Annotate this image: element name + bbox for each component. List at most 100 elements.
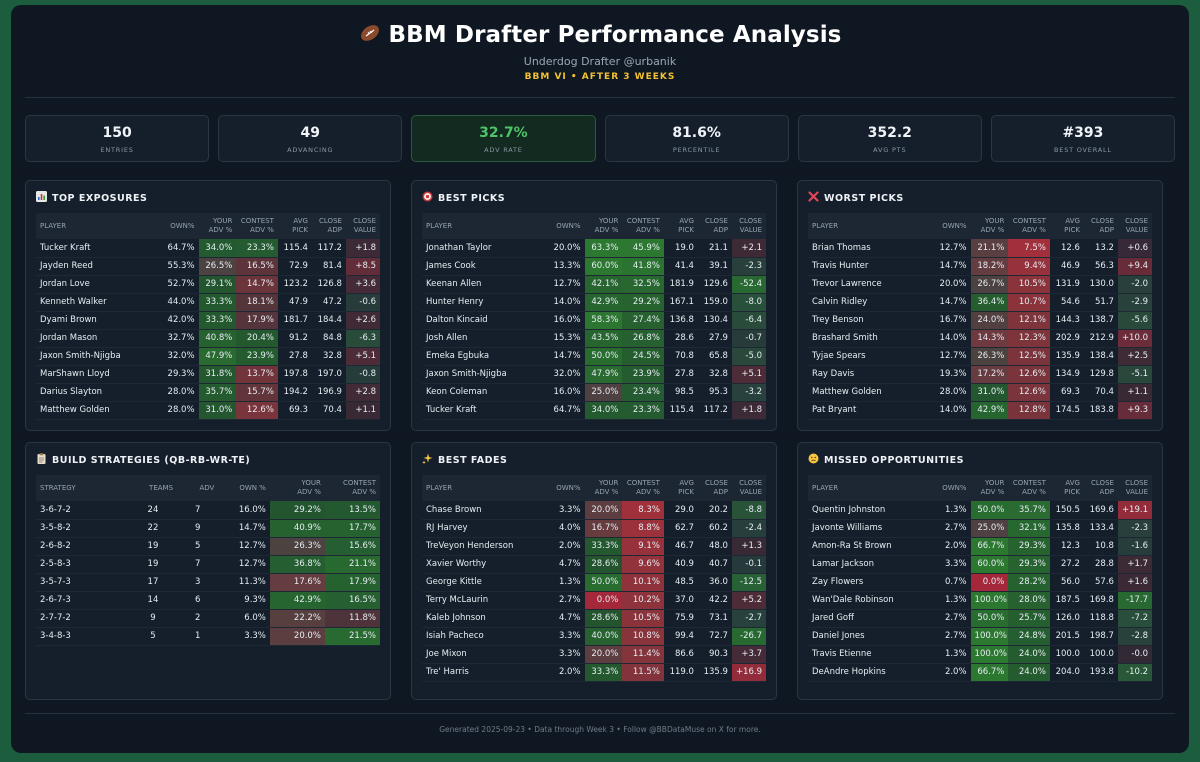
table-cell: 24.0% [970, 311, 1009, 329]
table-cell: 23.4% [622, 383, 664, 401]
table-cell: 12.6% [1008, 383, 1050, 401]
table-cell: 1.3% [944, 649, 967, 659]
player-name: Isiah Pacheco [426, 631, 484, 641]
table-cell: 28.2% [1008, 573, 1050, 591]
table-cell: 15.3% [553, 333, 581, 343]
table-row: Brian Thomas 12.7% 21.1% 7.5% 12.6 13.2 +0.6 [808, 239, 1152, 257]
table-cell: 17.9% [324, 573, 380, 591]
table-row: Zay Flowers 0.7% 0.0% 28.2% 56.0 57.6 +1.6 [808, 573, 1152, 591]
table-cell: 28.0% [167, 387, 195, 397]
table-cell: 55.3% [167, 261, 195, 271]
table-cell: -2.0 [1117, 275, 1152, 293]
table-cell: 34.0% [198, 239, 237, 257]
dashboard-frame: BBM Drafter Performance Analysis Underdo… [11, 5, 1189, 753]
table-cell: 9 [194, 523, 201, 533]
table-cell: 2.0% [944, 541, 967, 551]
table-cell: 50.0% [970, 501, 1009, 519]
footer-divider [25, 713, 1175, 714]
table-row: Calvin Ridley 14.7% 36.4% 10.7% 54.6 51.7 -2.9 [808, 293, 1152, 311]
stat-label: BEST OVERALL [1054, 146, 1112, 154]
table-cell: 10.2% [622, 591, 664, 609]
table-cell: 212.9 [1089, 333, 1114, 343]
player-name: Travis Hunter [812, 261, 869, 271]
table-cell: +9.4 [1117, 257, 1152, 275]
table-cell: 46.9 [1060, 261, 1080, 271]
table-cell: -2.7 [731, 609, 766, 627]
table-cell: 98.5 [674, 387, 694, 397]
table-cell: 17.6% [269, 573, 325, 591]
strategy-cell: 3-5-7-3 [40, 577, 71, 587]
footer-note: Generated 2025-09-23 • Data through Week… [439, 725, 761, 734]
panel-missed-opportunities: MISSED OPPORTUNITIES PLAYER OWN% YOUR ADV %… [797, 442, 1163, 700]
player-name: Daniel Jones [812, 631, 865, 641]
table-cell: 10.5% [1008, 275, 1050, 293]
column-header: TEAMS [149, 483, 174, 492]
table-cell: 47.9 [288, 297, 308, 307]
table-cell: 3.3% [558, 504, 581, 515]
table-cell: 35.7% [1008, 501, 1050, 519]
table-cell: 29.3% [167, 369, 195, 379]
table-row: Keenan Allen 12.7% 42.1% 32.5% 181.9 129.6 -52… [422, 275, 766, 293]
table-cell: 28.6% [584, 609, 623, 627]
stat-value: 150 [102, 125, 132, 141]
table-cell: 169.8 [1089, 595, 1114, 605]
table-cell: -0.6 [345, 293, 380, 311]
table-cell: -2.3 [1117, 519, 1152, 537]
player-name: Matthew Golden [812, 387, 882, 397]
table-cell: 90.3 [709, 649, 728, 659]
table-cell: 16.0% [238, 504, 266, 515]
column-header: AVG PICK [1064, 217, 1080, 234]
player-name: Joe Mixon [426, 649, 467, 659]
table-cell: 100.0% [970, 645, 1009, 663]
table-row: Dalton Kincaid 16.0% 58.3% 27.4% 136.8 130.4-… [422, 311, 766, 329]
table-cell: 2.0% [558, 541, 581, 551]
table-cell: -2.4 [731, 519, 766, 537]
table-cell: 193.8 [1089, 667, 1114, 677]
table-cell: 34.0% [584, 401, 623, 419]
table-cell: 19 [147, 541, 159, 551]
table-cell: 47.9% [584, 365, 623, 383]
table-cell: 134.9 [1055, 369, 1080, 379]
table-row: Emeka Egbuka 14.7% 50.0% 24.5% 70.8 65.8 -5.0 [422, 347, 766, 365]
table-cell: 81.4 [323, 261, 342, 271]
table-row: Quentin Johnston 1.3% 50.0% 35.7% 150.5 169.6… [808, 501, 1152, 519]
column-header: AVG PICK [678, 217, 694, 234]
table-cell: 24 [147, 504, 159, 515]
table-cell: 9.1% [622, 537, 664, 555]
table-cell: 33.3% [584, 663, 623, 681]
table-cell: +2.6 [345, 311, 380, 329]
table-cell: 3.3% [558, 631, 581, 641]
table-cell: 12.6% [236, 401, 278, 419]
table-cell: 115.4 [283, 242, 308, 253]
table-cell: 20.0% [584, 645, 623, 663]
table-cell: 60.0% [584, 257, 623, 275]
drafter-subtitle: Underdog Drafter @urbanik [523, 55, 677, 68]
table-cell: +19.1 [1117, 501, 1152, 519]
strategy-cell: 3-6-7-2 [40, 504, 71, 515]
table-cell: 9.6% [622, 555, 664, 573]
table-cell: 187.5 [1055, 595, 1080, 605]
table-cell: 70.4 [1095, 387, 1114, 397]
table-cell: 63.3% [584, 239, 623, 257]
stat-value: 49 [300, 125, 320, 141]
table-cell: 2.7% [944, 631, 967, 641]
player-name: Kaleb Johnson [426, 613, 486, 623]
table-cell: 28.0% [939, 387, 967, 397]
table-cell: 51.7 [1095, 297, 1114, 307]
stat-value: 32.7% [479, 125, 528, 141]
table-cell: 9 [150, 613, 156, 623]
table-cell: 133.4 [1089, 523, 1114, 533]
players-table: PLAYER OWN% YOUR ADV % CONTEST ADV % AVG PICK CL… [808, 213, 1152, 420]
table-cell: 144.3 [1055, 315, 1080, 325]
table-row: Jaxon Smith-Njigba 32.0% 47.9% 23.9% 27.8 32.… [422, 365, 766, 383]
table-cell: +9.3 [1117, 401, 1152, 419]
table-cell: 42.2 [709, 595, 728, 605]
header-divider [25, 97, 1175, 98]
column-header: YOUR ADV % [297, 479, 321, 496]
column-header: CLOSE VALUE [1125, 479, 1148, 496]
table-cell: 3 [194, 577, 201, 587]
player-name: DeAndre Hopkins [812, 667, 886, 677]
table-cell: 11.5% [622, 663, 664, 681]
table-cell: 28.0% [167, 405, 195, 415]
table-cell: 14.7% [236, 275, 278, 293]
